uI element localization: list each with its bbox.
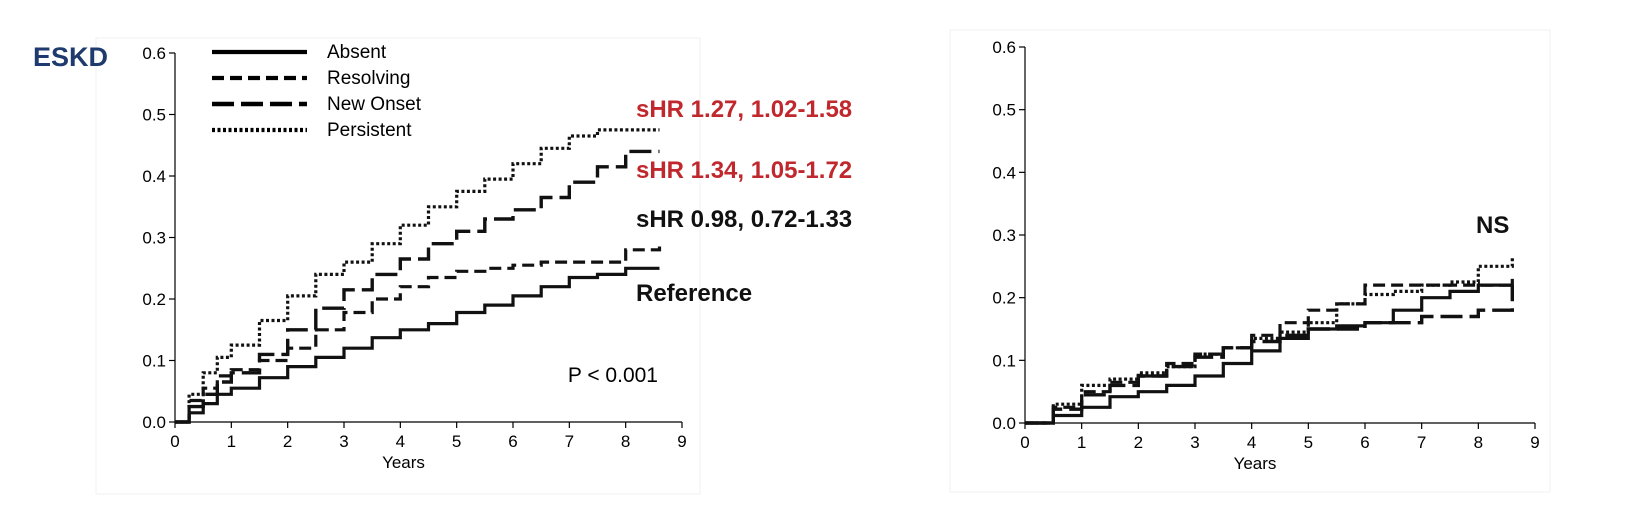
y-tick-label: 0.1 — [142, 352, 166, 371]
x-tick-label: 9 — [677, 432, 686, 451]
x-tick-label: 6 — [1360, 433, 1369, 452]
series-line-new-onset — [175, 149, 660, 424]
y-tick-label: 0.5 — [992, 101, 1016, 120]
right-panel-frame — [949, 29, 1551, 493]
eskd-label: ESKD — [33, 42, 108, 72]
y-tick-label: 0.4 — [992, 163, 1016, 182]
x-tick-label: 9 — [1530, 433, 1539, 452]
x-tick-label: 3 — [1190, 433, 1199, 452]
x-tick-label: 8 — [621, 432, 630, 451]
x-tick-label: 2 — [283, 432, 292, 451]
x-tick-label: 0 — [1020, 433, 1029, 452]
legend-label: Absent — [327, 42, 387, 63]
legend-label: New Onset — [327, 94, 422, 115]
x-tick-label: 7 — [1417, 433, 1426, 452]
x-tick-label: 5 — [452, 432, 461, 451]
legend-label: Persistent — [327, 120, 412, 141]
series-line-persistent — [1025, 256, 1514, 425]
left-panel-frame — [95, 37, 701, 495]
left-chart: 0 1 2 3 4 5 6 7 8 9 0.0 0.1 0.2 0.3 0.4 0.5 0.6 Years Abse… — [142, 42, 852, 472]
series-line-persistent — [175, 128, 660, 424]
annotation-label: Reference — [636, 280, 752, 307]
legend-label: Resolving — [327, 68, 410, 89]
y-tick-label: 0.3 — [142, 229, 166, 248]
y-tick-label: 0.2 — [992, 289, 1016, 308]
series-line-absent — [1025, 278, 1514, 425]
x-tick-label: 7 — [565, 432, 574, 451]
x-tick-label: 1 — [227, 432, 236, 451]
y-tick-label: 0.5 — [142, 106, 166, 125]
x-tick-label: 8 — [1474, 433, 1483, 452]
y-tick-label: 0.0 — [992, 414, 1016, 433]
y-tick-label: 0.3 — [992, 226, 1016, 245]
x-tick-label: 3 — [339, 432, 348, 451]
x-tick-label: 2 — [1134, 433, 1143, 452]
y-tick-label: 0.6 — [992, 38, 1016, 57]
y-tick-label: 0.6 — [142, 44, 166, 63]
series-line-absent — [175, 266, 660, 424]
x-axis-label: Years — [382, 453, 425, 472]
y-tick-label: 0.2 — [142, 290, 166, 309]
annotation-label: sHR 0.98, 0.72-1.33 — [636, 206, 852, 233]
annotation-label: NS — [1476, 212, 1509, 239]
series-line-resolving — [175, 240, 662, 424]
x-tick-label: 1 — [1077, 433, 1086, 452]
y-tick-label: 0.1 — [992, 351, 1016, 370]
p-value: P < 0.001 — [568, 364, 658, 387]
y-tick-label: 0.4 — [142, 167, 166, 186]
right-chart: 0 1 2 3 4 5 6 7 8 9 0.0 0.1 0.2 0.3 0.4 0.5 0.6 Years NS — [992, 38, 1539, 473]
series-line-resolving — [1025, 283, 1513, 425]
annotation-label: sHR 1.34, 1.05-1.72 — [636, 157, 852, 184]
annotation-label: sHR 1.27, 1.02-1.58 — [636, 96, 852, 123]
x-tick-label: 0 — [170, 432, 179, 451]
y-tick-label: 0.0 — [142, 413, 166, 432]
x-tick-label: 6 — [508, 432, 517, 451]
series-line-new-onset — [1025, 285, 1514, 425]
x-tick-label: 4 — [396, 432, 405, 451]
x-tick-label: 4 — [1247, 433, 1256, 452]
x-tick-label: 5 — [1304, 433, 1313, 452]
x-axis-label: Years — [1234, 454, 1277, 473]
